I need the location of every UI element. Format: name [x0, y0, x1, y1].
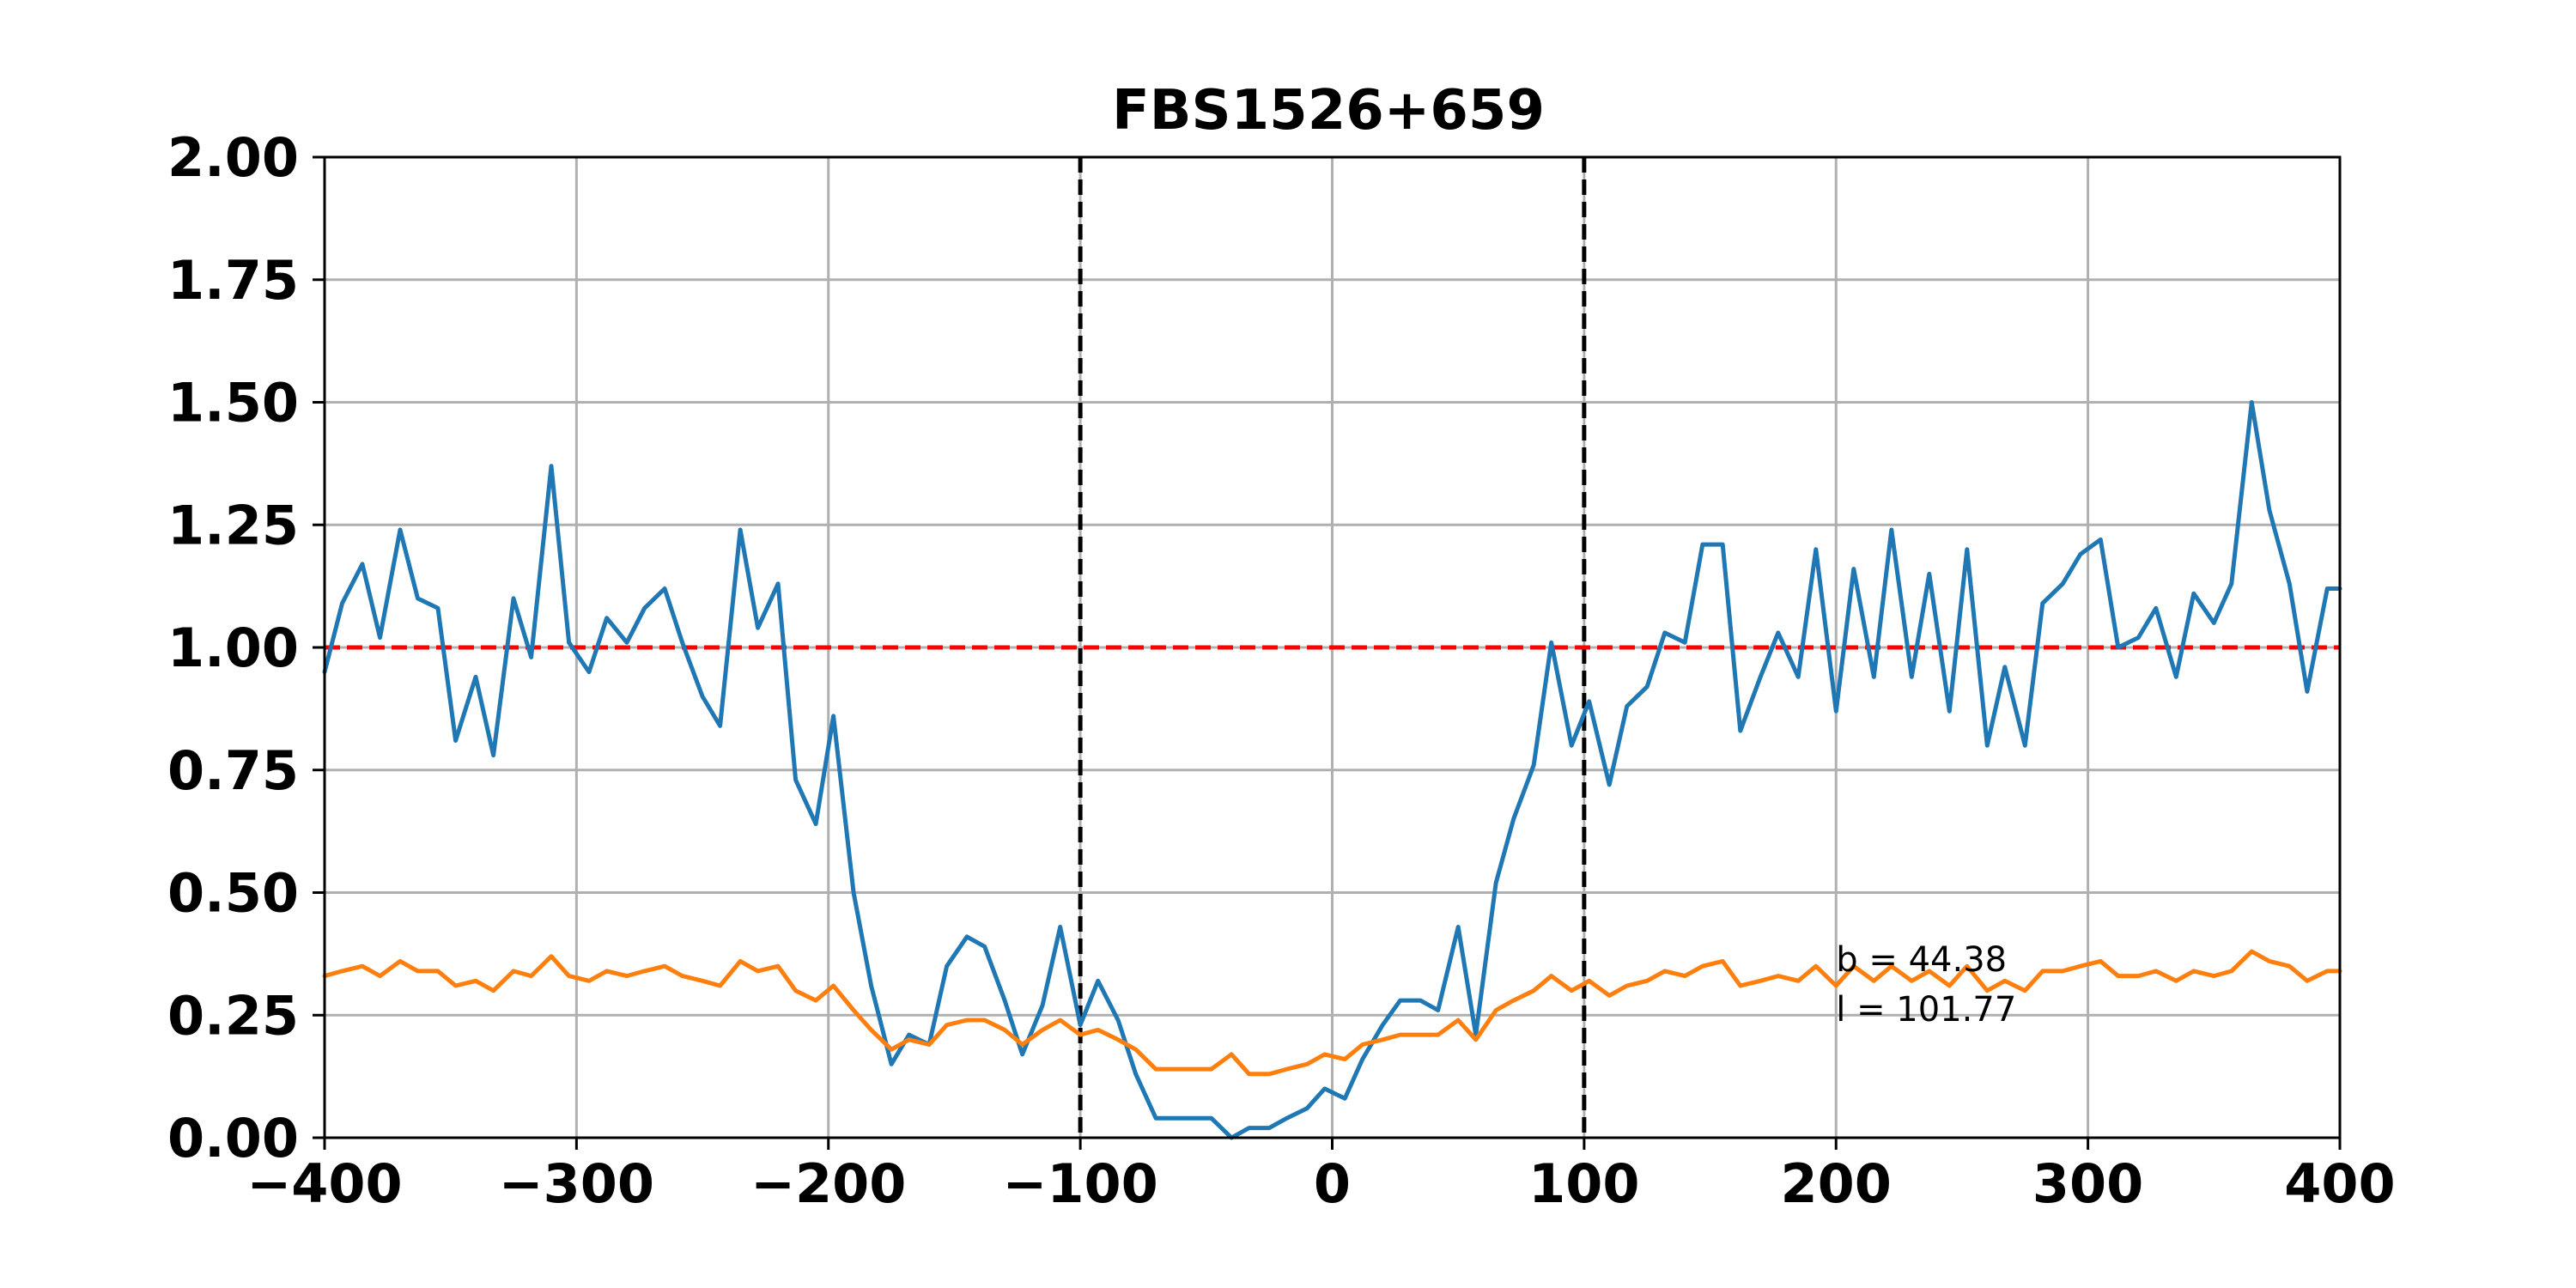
x-tick-label-4: 0: [1314, 1152, 1351, 1215]
y-tick-label-6: 1.50: [167, 372, 299, 434]
y-tick-label-8: 2.00: [167, 126, 299, 189]
y-tick-label-5: 1.25: [167, 494, 299, 556]
tick-labels: −400 −300 −200 −100 0 100 200 300 400 0.00 0.25 0.5…: [167, 126, 2396, 1215]
annotation-l: l = 101.77: [1836, 990, 2016, 1030]
y-tick-label-7: 1.75: [167, 249, 299, 312]
x-tick-label-0: −400: [246, 1152, 402, 1215]
y-tick-label-4: 1.00: [167, 617, 299, 679]
annotations: b = 44.38 l = 101.77: [1836, 940, 2016, 1030]
y-tick-label-1: 0.25: [167, 984, 299, 1047]
chart-title: FBS1526+659: [1112, 79, 1545, 143]
x-tick-label-1: −300: [499, 1152, 654, 1215]
x-tick-label-2: −200: [750, 1152, 906, 1215]
series-line-0: [322, 400, 2342, 1140]
y-tick-label-2: 0.50: [167, 862, 299, 925]
series-line-1: [322, 949, 2342, 1077]
annotation-b: b = 44.38: [1836, 940, 2007, 980]
y-tick-label-3: 0.75: [167, 739, 299, 802]
reference-lines: [325, 157, 2340, 1138]
x-tick-label-3: −100: [1002, 1152, 1157, 1215]
ticks: [313, 155, 2342, 1150]
x-tick-label-5: 100: [1528, 1152, 1639, 1215]
x-tick-label-6: 200: [1781, 1152, 1892, 1215]
y-tick-label-0: 0.00: [167, 1107, 299, 1170]
x-tick-label-8: 400: [2284, 1152, 2395, 1215]
series-group: [322, 400, 2342, 1140]
x-tick-label-7: 300: [2032, 1152, 2143, 1215]
